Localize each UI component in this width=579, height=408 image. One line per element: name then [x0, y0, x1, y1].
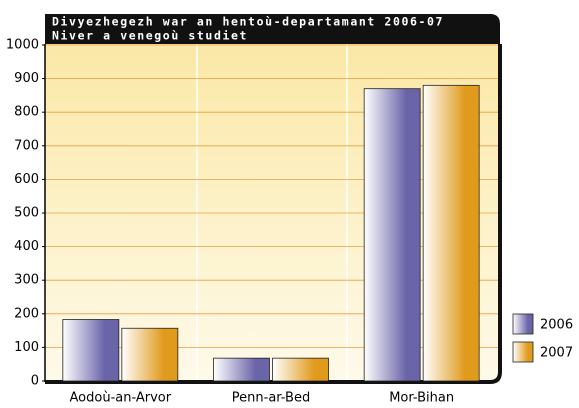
- legend-swatch: [512, 341, 534, 363]
- y-tick-label: 900: [14, 71, 39, 86]
- y-tick-label: 200: [14, 306, 39, 321]
- legend-swatch: [512, 313, 534, 335]
- x-tick-label: Mor-Bihan: [389, 391, 454, 406]
- bar: [213, 357, 270, 382]
- y-tick-label: 0: [31, 374, 39, 389]
- chart-subtitle: Niver a venegoù studiet: [52, 29, 248, 43]
- frame: [45, 44, 502, 384]
- legend-label: 2006: [540, 318, 573, 333]
- y-tick-label: 800: [14, 105, 39, 120]
- x-tick-label: Penn-ar-Bed: [232, 391, 310, 406]
- y-tick-label: 700: [14, 138, 39, 153]
- y-tick-label: 100: [14, 340, 39, 355]
- bar: [121, 327, 179, 382]
- y-tick-label: 300: [14, 273, 39, 288]
- legend-label: 2007: [540, 346, 573, 361]
- chart-title: Divyezhegezh war an hentoù-departamant 2…: [52, 15, 444, 29]
- x-tick-label: Aodoù-an-Arvor: [70, 391, 172, 406]
- title-tab: [45, 14, 500, 44]
- bar: [62, 319, 120, 382]
- bar: [363, 88, 421, 382]
- y-tick-label: 400: [14, 239, 39, 254]
- y-tick-label: 500: [14, 206, 39, 221]
- y-tick-label: 600: [14, 172, 39, 187]
- bar: [422, 84, 480, 382]
- y-tick-label: 1000: [6, 38, 39, 53]
- bar: [272, 357, 329, 382]
